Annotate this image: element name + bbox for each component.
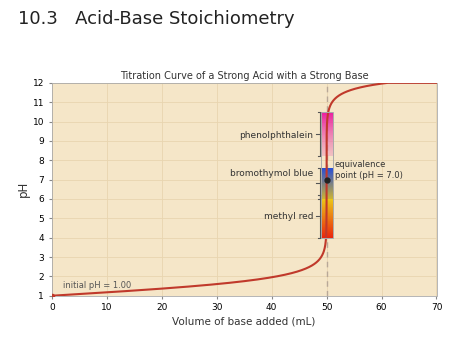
Bar: [321, 154, 333, 155]
Text: bromothymol blue: bromothymol blue: [230, 169, 313, 178]
Bar: [321, 116, 333, 117]
Bar: [321, 236, 333, 237]
Bar: [321, 223, 333, 224]
Bar: [321, 228, 333, 229]
Bar: [321, 204, 333, 205]
Bar: [321, 112, 333, 238]
Bar: [321, 140, 333, 141]
Bar: [321, 215, 333, 216]
Bar: [321, 112, 333, 113]
Bar: [321, 153, 333, 154]
Bar: [321, 141, 333, 142]
Bar: [321, 132, 333, 133]
Bar: [321, 136, 333, 137]
Bar: [321, 144, 333, 145]
Bar: [321, 133, 333, 134]
Bar: [321, 209, 333, 210]
Bar: [321, 134, 333, 135]
Bar: [321, 201, 333, 202]
Bar: [321, 118, 333, 119]
Bar: [321, 216, 333, 217]
Y-axis label: pH: pH: [17, 181, 30, 197]
Bar: [321, 217, 333, 218]
Bar: [321, 121, 333, 122]
Bar: [321, 147, 333, 148]
Bar: [321, 120, 333, 121]
Bar: [321, 208, 333, 209]
Bar: [321, 142, 333, 143]
Text: initial pH = 1.00: initial pH = 1.00: [63, 281, 131, 290]
Bar: [321, 131, 333, 132]
Bar: [321, 114, 333, 115]
Bar: [321, 139, 333, 140]
Bar: [321, 195, 333, 196]
Bar: [321, 149, 333, 150]
Bar: [321, 231, 333, 232]
Text: methyl red: methyl red: [264, 212, 313, 221]
Text: equivalence
point (pH = 7.0): equivalence point (pH = 7.0): [335, 160, 403, 180]
Bar: [321, 146, 333, 147]
Bar: [321, 206, 333, 207]
Bar: [321, 198, 333, 199]
Bar: [321, 232, 333, 233]
Bar: [321, 226, 333, 227]
Bar: [321, 119, 333, 120]
Text: 10.3   Acid-Base Stoichiometry: 10.3 Acid-Base Stoichiometry: [18, 10, 295, 28]
Bar: [321, 124, 333, 125]
Bar: [321, 148, 333, 149]
Bar: [321, 234, 333, 235]
Bar: [321, 155, 333, 156]
Bar: [321, 151, 333, 152]
Title: Titration Curve of a Strong Acid with a Strong Base: Titration Curve of a Strong Acid with a …: [120, 71, 369, 81]
Bar: [321, 224, 333, 225]
Bar: [321, 145, 333, 146]
Bar: [321, 207, 333, 208]
Bar: [321, 197, 333, 198]
Bar: [321, 129, 333, 130]
Bar: [321, 138, 333, 139]
Bar: [321, 211, 333, 212]
Bar: [321, 212, 333, 213]
Bar: [321, 152, 333, 153]
Bar: [321, 123, 333, 124]
Bar: [321, 117, 333, 118]
Bar: [321, 137, 333, 138]
Bar: [321, 219, 333, 220]
Bar: [321, 233, 333, 234]
Bar: [321, 222, 333, 223]
Bar: [321, 213, 333, 214]
Bar: [321, 115, 333, 116]
Bar: [321, 135, 333, 136]
Bar: [321, 128, 333, 129]
Bar: [321, 229, 333, 230]
Bar: [321, 127, 333, 128]
Bar: [321, 196, 333, 197]
X-axis label: Volume of base added (mL): Volume of base added (mL): [172, 317, 316, 327]
Bar: [321, 200, 333, 201]
Bar: [321, 125, 333, 126]
Bar: [321, 202, 333, 203]
Bar: [321, 235, 333, 236]
Bar: [321, 203, 333, 204]
Bar: [321, 214, 333, 215]
Text: phenolphthalein: phenolphthalein: [239, 130, 313, 140]
Bar: [321, 218, 333, 219]
Bar: [321, 221, 333, 222]
Bar: [321, 225, 333, 226]
Bar: [321, 230, 333, 231]
Bar: [321, 237, 333, 238]
Bar: [321, 130, 333, 131]
Bar: [321, 227, 333, 228]
Bar: [321, 126, 333, 127]
Bar: [321, 199, 333, 200]
Bar: [321, 210, 333, 211]
Bar: [321, 143, 333, 144]
Bar: [321, 113, 333, 114]
Bar: [321, 220, 333, 221]
Bar: [321, 122, 333, 123]
Bar: [321, 150, 333, 151]
Bar: [321, 205, 333, 206]
